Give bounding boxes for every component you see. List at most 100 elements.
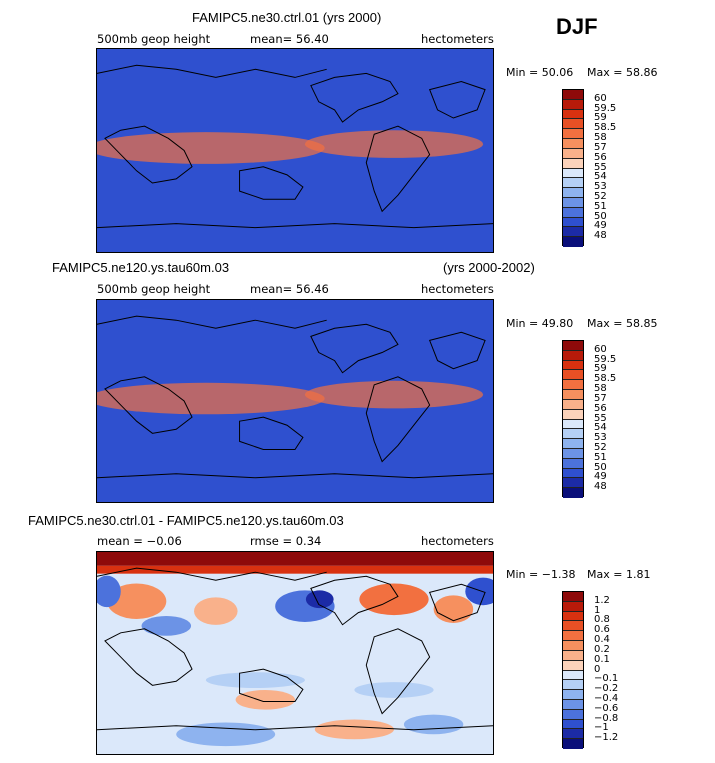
coastline	[239, 668, 304, 702]
panel1-min-label: Min = 50.06	[506, 66, 574, 79]
colorbar-tick-label: 55	[594, 412, 607, 424]
contour-map	[97, 300, 493, 502]
colorbar-cell	[563, 601, 583, 612]
colorbar-tick-label: −0.6	[594, 702, 619, 714]
colorbar-cell	[563, 439, 583, 449]
panel3-title: FAMIPC5.ne30.ctrl.01 - FAMIPC5.ne120.ys.…	[28, 513, 344, 528]
coastline	[97, 473, 493, 479]
colorbar-tick-label: 50	[594, 461, 607, 473]
colorbar-tick-label: 49	[594, 471, 607, 483]
panel1-variable-label: 500mb geop height	[97, 32, 211, 46]
colorbar-tick-label: 58	[594, 132, 607, 144]
colorbar-cell	[563, 148, 583, 159]
colorbar-tick-label: 53	[594, 181, 607, 193]
colorbar-cell	[563, 650, 583, 661]
coastline	[310, 575, 399, 626]
colorbar-cell	[563, 90, 583, 100]
colorbar-cell	[563, 680, 583, 691]
coastline	[97, 725, 493, 731]
panel1-units-label: hectometers	[421, 32, 494, 46]
colorbar-cell	[563, 158, 583, 169]
panel2-colorbar	[562, 340, 584, 498]
panel1-title: FAMIPC5.ne30.ctrl.01 (yrs 2000)	[192, 10, 382, 25]
colorbar-tick-label: 48	[594, 230, 607, 242]
panel2-title: FAMIPC5.ne120.ys.tau60m.03	[52, 260, 230, 275]
panel2-variable-label: 500mb geop height	[97, 282, 211, 296]
colorbar-tick-label: 48	[594, 481, 607, 493]
colorbar-tick-label: 58.5	[594, 122, 617, 134]
coastline	[428, 80, 486, 119]
colorbar-tick-label: 59	[594, 112, 607, 124]
colorbar-cell	[563, 197, 583, 208]
colorbar-tick-label: 57	[594, 392, 607, 404]
coastline	[104, 376, 193, 434]
colorbar-cell	[563, 99, 583, 110]
colorbar-tick-label: 57	[594, 141, 607, 153]
colorbar-tick-label: −0.2	[594, 683, 619, 695]
colorbar-tick-label: 52	[594, 441, 607, 453]
colorbar-tick-label: 54	[594, 422, 607, 434]
colorbar-cell	[563, 341, 583, 351]
colorbar-cell	[563, 488, 583, 498]
panel2-years: (yrs 2000-2002)	[443, 260, 535, 275]
panel3-colorbar	[562, 591, 584, 749]
colorbar-tick-label: 1	[594, 604, 601, 616]
colorbar-tick-label: 49	[594, 220, 607, 232]
colorbar-tick-label: 0.2	[594, 643, 610, 655]
colorbar-tick-label: 0.6	[594, 624, 610, 636]
colorbar-tick-label: 51	[594, 451, 607, 463]
panel3-units-label: hectometers	[421, 534, 494, 548]
colorbar-tick-label: 0.8	[594, 614, 610, 626]
contour-map	[97, 49, 493, 252]
colorbar-tick-label: 56	[594, 151, 607, 163]
colorbar-tick-label: 58	[594, 383, 607, 395]
colorbar-tick-label: 50	[594, 210, 607, 222]
coastline	[239, 166, 304, 200]
colorbar-cell	[563, 237, 583, 247]
colorbar-tick-label: 54	[594, 171, 607, 183]
colorbar-tick-label: −0.1	[594, 673, 619, 685]
colorbar-cell	[563, 390, 583, 400]
colorbar-cell	[563, 419, 583, 430]
colorbar-cell	[563, 168, 583, 179]
colorbar-cell	[563, 739, 583, 749]
colorbar-tick-label: 53	[594, 432, 607, 444]
colorbar-cell	[563, 429, 583, 440]
colorbar-cell	[563, 592, 583, 602]
colorbar-cell	[563, 670, 583, 681]
colorbar-cell	[563, 178, 583, 189]
colorbar-cell	[563, 380, 583, 391]
coastline	[104, 628, 193, 686]
coastline	[97, 64, 327, 78]
colorbar-tick-label: 60	[594, 343, 607, 355]
panel1-map	[96, 48, 494, 253]
colorbar-tick-label: 60	[594, 92, 607, 104]
colorbar-cell	[563, 611, 583, 622]
colorbar-tick-label: 0	[594, 663, 601, 675]
colorbar-cell	[563, 207, 583, 218]
colorbar-tick-label: −0.4	[594, 692, 619, 704]
colorbar-cell	[563, 119, 583, 130]
panel1-mean-label: mean= 56.40	[250, 32, 329, 46]
colorbar-cell	[563, 641, 583, 651]
colorbar-tick-label: 52	[594, 190, 607, 202]
colorbar-cell	[563, 217, 583, 228]
colorbar-cell	[563, 719, 583, 730]
panel2-mean-label: mean= 56.46	[250, 282, 329, 296]
colorbar-cell	[563, 709, 583, 720]
panel3-mean-label: mean = −0.06	[97, 534, 182, 548]
colorbar-cell	[563, 690, 583, 700]
colorbar-cell	[563, 139, 583, 149]
coastline	[428, 583, 486, 622]
coastline	[97, 567, 327, 581]
panel3-rmse-label: rmse = 0.34	[250, 534, 322, 548]
panel2-min-label: Min = 49.80	[506, 317, 574, 330]
colorbar-cell	[563, 729, 583, 740]
colorbar-cell	[563, 660, 583, 671]
panel2-units-label: hectometers	[421, 282, 494, 296]
colorbar-cell	[563, 360, 583, 371]
panel2-map	[96, 299, 494, 503]
colorbar-cell	[563, 188, 583, 198]
colorbar-cell	[563, 468, 583, 479]
colorbar-tick-label: 59	[594, 363, 607, 375]
